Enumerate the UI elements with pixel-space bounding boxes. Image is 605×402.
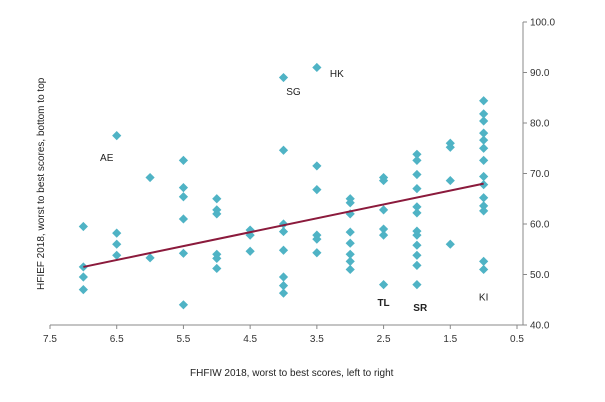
data-point	[212, 194, 222, 204]
data-point	[412, 149, 422, 159]
data-point	[345, 238, 355, 248]
x-axis-title: FHFIW 2018, worst to best scores, left t…	[190, 368, 394, 379]
point-annotation: KI	[479, 293, 488, 304]
y-tick-label: 50.0	[530, 270, 550, 281]
data-point	[412, 230, 422, 240]
data-point	[312, 248, 322, 258]
data-point	[278, 245, 289, 255]
data-point	[112, 250, 122, 260]
plot-area: 7.5 6.5 5.5 4.5 3.5 2.5 1.5 0.5 40.0 50.0 60.0 70.0…	[43, 18, 555, 346]
data-point	[112, 131, 122, 141]
data-point	[178, 155, 189, 165]
x-tick-label: 1.5	[443, 334, 457, 345]
data-point	[445, 239, 455, 249]
data-point	[479, 256, 489, 266]
x-tick-label: 7.5	[43, 334, 57, 345]
data-point	[479, 155, 489, 165]
data-point	[378, 175, 389, 186]
data-point	[479, 201, 489, 211]
data-point	[345, 227, 355, 237]
data-point	[112, 239, 122, 249]
data-point	[278, 72, 289, 83]
trend-line	[83, 182, 484, 268]
data-point	[412, 250, 422, 260]
data-point	[278, 145, 289, 155]
point-annotation: HK	[330, 69, 344, 80]
data-point	[445, 175, 455, 186]
data-point	[312, 161, 322, 171]
data-point	[412, 169, 422, 180]
data-point	[445, 142, 455, 152]
data-point	[479, 135, 489, 145]
data-point	[479, 171, 489, 182]
data-point	[312, 234, 322, 244]
data-point	[78, 221, 88, 232]
data-point	[378, 205, 389, 215]
data-point	[178, 214, 189, 224]
data-point	[278, 288, 289, 298]
data-point	[178, 248, 189, 258]
point-annotation: TL	[377, 298, 389, 309]
data-point	[145, 172, 155, 183]
data-point	[345, 198, 355, 208]
x-tick-label: 6.5	[110, 334, 124, 345]
data-point	[479, 96, 489, 106]
data-point	[412, 240, 422, 250]
data-point	[212, 209, 222, 219]
y-axis-title: HFIEF 2018, worst to best scores, bottom…	[36, 77, 47, 290]
data-point	[345, 249, 355, 259]
data-point	[479, 116, 489, 126]
data-point	[479, 193, 489, 203]
data-point	[178, 300, 189, 310]
data-point	[78, 272, 88, 282]
y-tick-label: 90.0	[530, 68, 550, 79]
y-tick-label: 60.0	[530, 220, 550, 231]
data-point	[378, 224, 389, 234]
data-point	[412, 184, 422, 194]
point-annotation: AE	[100, 153, 114, 164]
data-point	[345, 256, 355, 266]
point-annotation: SG	[286, 87, 301, 98]
x-tick-label: 3.5	[310, 334, 324, 345]
data-point	[278, 272, 289, 282]
data-point	[278, 281, 289, 291]
point-annotation: SR	[413, 303, 428, 314]
x-tick-label: 4.5	[243, 334, 257, 345]
data-point	[412, 208, 422, 218]
data-point	[378, 280, 389, 290]
data-point	[479, 206, 489, 216]
data-point	[245, 246, 255, 256]
x-tick-label: 2.5	[377, 334, 391, 345]
data-point	[378, 230, 389, 240]
data-point	[112, 228, 122, 238]
data-point	[479, 109, 489, 119]
data-point	[212, 263, 222, 274]
data-point	[312, 185, 322, 195]
data-point	[178, 183, 189, 193]
data-point	[412, 202, 422, 212]
data-point	[178, 192, 189, 202]
data-point	[412, 260, 422, 271]
y-tick-label: 100.0	[530, 18, 555, 29]
x-tick-label: 0.5	[510, 334, 524, 345]
data-point	[345, 264, 355, 275]
data-point	[412, 280, 422, 290]
data-point	[78, 285, 88, 295]
y-tick-label: 80.0	[530, 119, 550, 130]
data-point	[212, 253, 222, 263]
y-tick-label: 70.0	[530, 169, 550, 180]
data-point	[312, 62, 322, 73]
data-point	[479, 128, 489, 138]
data-point	[278, 226, 289, 237]
data-point	[479, 143, 489, 153]
data-point	[479, 264, 489, 275]
data-point	[145, 253, 155, 263]
data-point	[412, 155, 422, 165]
y-tick-label: 40.0	[530, 321, 550, 332]
x-tick-label: 5.5	[176, 334, 190, 345]
